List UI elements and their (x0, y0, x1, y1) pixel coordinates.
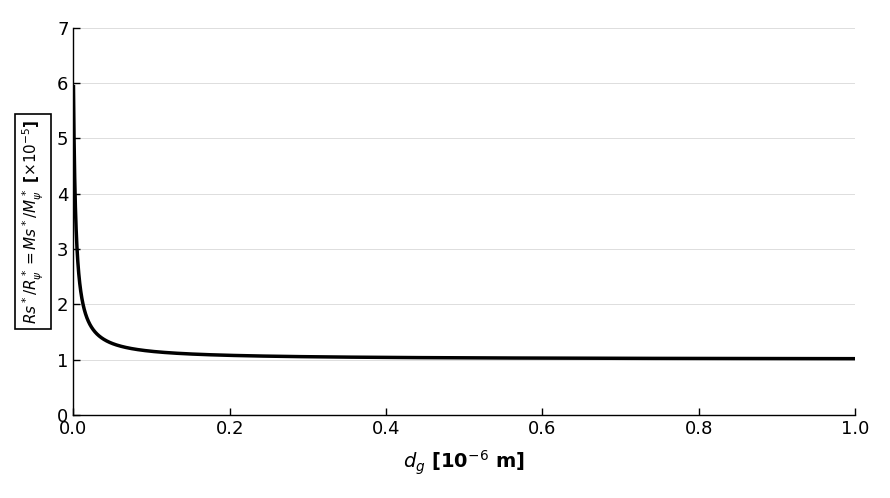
Y-axis label: $Rs^*/R_{\psi}^* = Ms^*/M_{\psi}^*$ [$\times10^{-5}$]: $Rs^*/R_{\psi}^* = Ms^*/M_{\psi}^*$ [$\t… (20, 119, 46, 324)
X-axis label: $d_g$ [10$^{-6}$ m]: $d_g$ [10$^{-6}$ m] (403, 449, 525, 477)
